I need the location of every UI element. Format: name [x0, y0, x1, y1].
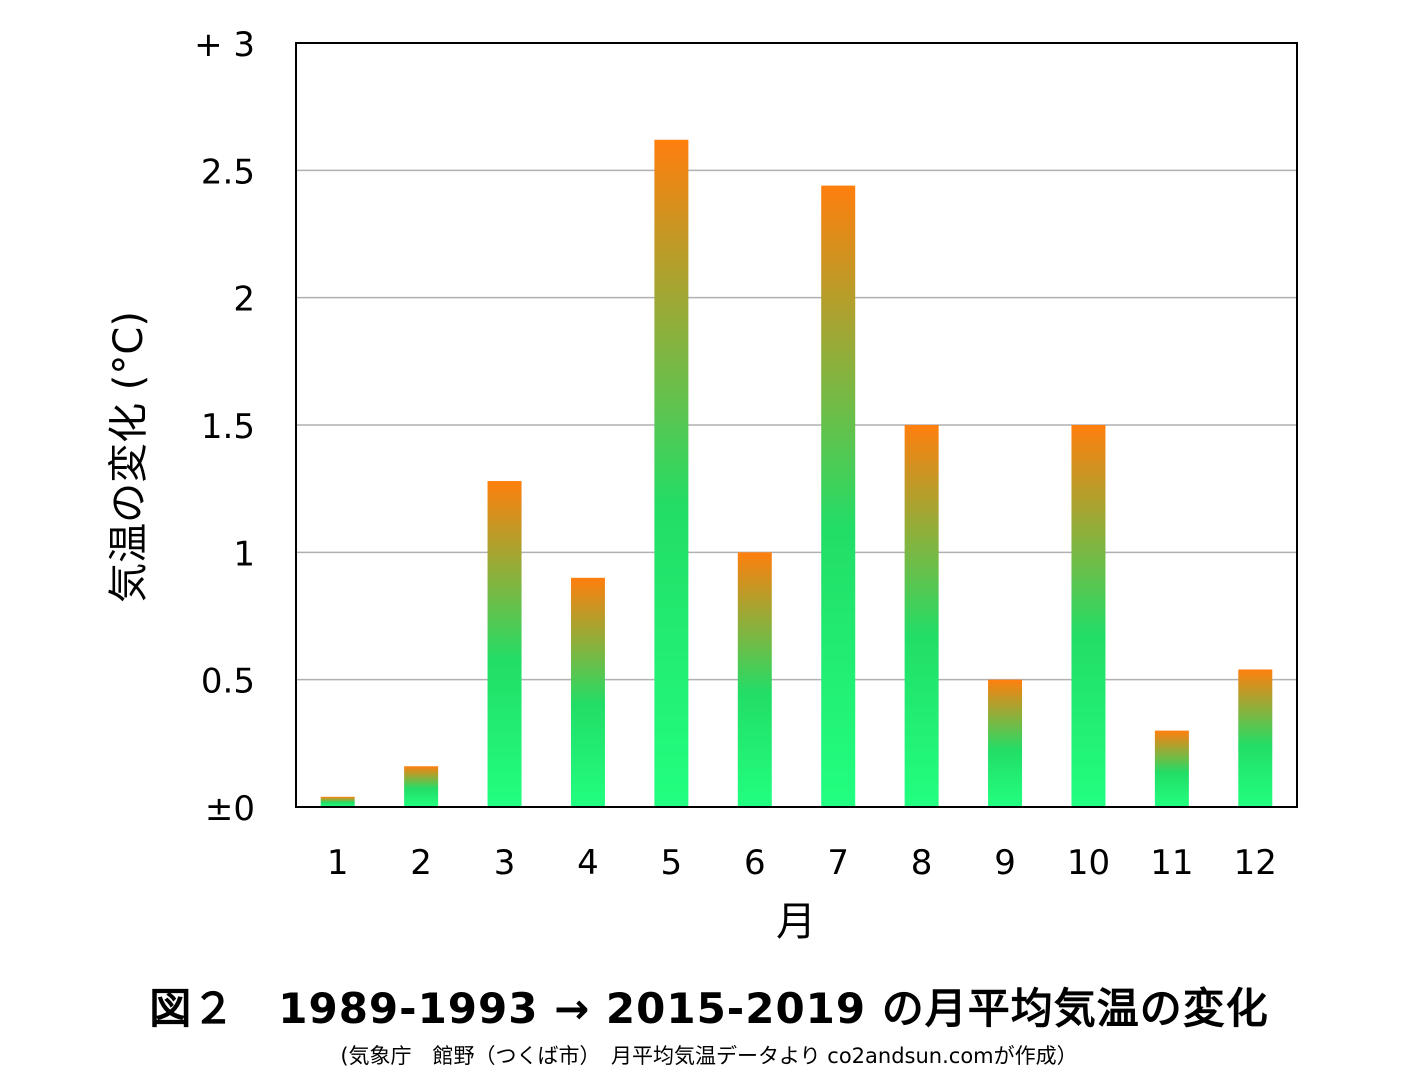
x-tick-label: 9 — [994, 843, 1016, 883]
x-tick-label: 5 — [661, 843, 683, 883]
y-tick-label: 1.5 — [201, 407, 255, 447]
y-tick-label: 0.5 — [201, 662, 255, 702]
x-axis-label: 月 — [776, 899, 816, 945]
bar — [904, 425, 939, 807]
y-tick-label: 1 — [233, 534, 255, 574]
x-tick-label: 2 — [410, 843, 432, 883]
y-tick-label: 2 — [233, 280, 255, 320]
bar — [737, 552, 772, 807]
y-tick-label: ±0 — [205, 789, 255, 829]
bar — [1071, 425, 1106, 807]
y-axis-label: 気温の変化 (°C) — [106, 311, 152, 603]
figure-source-note: (気象庁 館野（つくば市） 月平均気温データより co2andsun.comが作… — [340, 1044, 1078, 1068]
bar — [1154, 730, 1189, 807]
x-tick-label: 4 — [577, 843, 599, 883]
bar-chart: ±00.511.522.5+ 3 1 2 3 4 5 6 7 8 9 10 11 12 気温の変化 (… — [106, 25, 1298, 945]
bar — [988, 679, 1023, 807]
y-axis-ticks: ±0 0.5 1 1.5 2 2.5 + 3 — [194, 25, 255, 829]
x-tick-label: 7 — [827, 843, 849, 883]
x-tick-label: 10 — [1067, 843, 1110, 883]
bar — [1238, 669, 1273, 807]
y-tick-label: 2.5 — [201, 152, 255, 192]
bar — [404, 766, 439, 807]
x-tick-label: 8 — [911, 843, 933, 883]
x-tick-label: 11 — [1150, 843, 1193, 883]
x-tick-label: 3 — [494, 843, 516, 883]
bar — [821, 185, 856, 807]
gridlines — [296, 169, 1297, 681]
bar — [320, 796, 355, 807]
x-tick-label: 6 — [744, 843, 766, 883]
figure-title: 図２ 1989-1993 → 2015-2019 の月平均気温の変化 — [149, 984, 1269, 1033]
y-tick-label: + 3 — [194, 25, 255, 65]
bar — [487, 481, 522, 807]
bar — [570, 577, 605, 807]
bars — [320, 139, 1273, 808]
bar — [654, 139, 689, 808]
x-axis-ticks: 1 2 3 4 5 6 7 8 9 10 11 12 — [327, 843, 1277, 883]
x-tick-label: 1 — [327, 843, 349, 883]
plot-frame — [295, 42, 1298, 808]
x-tick-label: 12 — [1234, 843, 1277, 883]
